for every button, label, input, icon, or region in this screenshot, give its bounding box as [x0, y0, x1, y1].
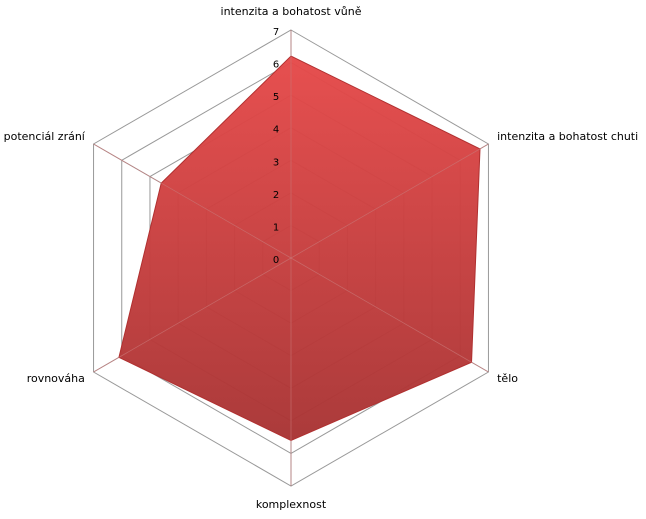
- r-tick-label: 5: [273, 92, 279, 103]
- category-label: intenzita a bohatost vůně: [221, 5, 362, 18]
- series-area: [118, 55, 481, 441]
- r-tick-label: 7: [273, 27, 279, 38]
- r-tick-label: 2: [273, 190, 279, 201]
- r-tick-label: 6: [273, 60, 279, 71]
- r-tick-label: 3: [273, 157, 279, 168]
- category-label: rovnováha: [27, 372, 85, 385]
- spoke-overlay: [290, 257, 489, 373]
- category-label: komplexnost: [256, 498, 327, 511]
- category-label: tělo: [497, 372, 518, 385]
- spoke-overlay: [290, 143, 489, 259]
- r-tick-label: 0: [273, 255, 279, 266]
- spoke-overlay: [93, 257, 292, 373]
- spoke-overlay: [93, 143, 292, 259]
- r-tick-label: 1: [273, 222, 279, 233]
- r-tick-label: 4: [273, 125, 279, 136]
- category-label: potenciál zrání: [4, 130, 86, 143]
- category-label: intenzita a bohatost chuti: [497, 130, 638, 143]
